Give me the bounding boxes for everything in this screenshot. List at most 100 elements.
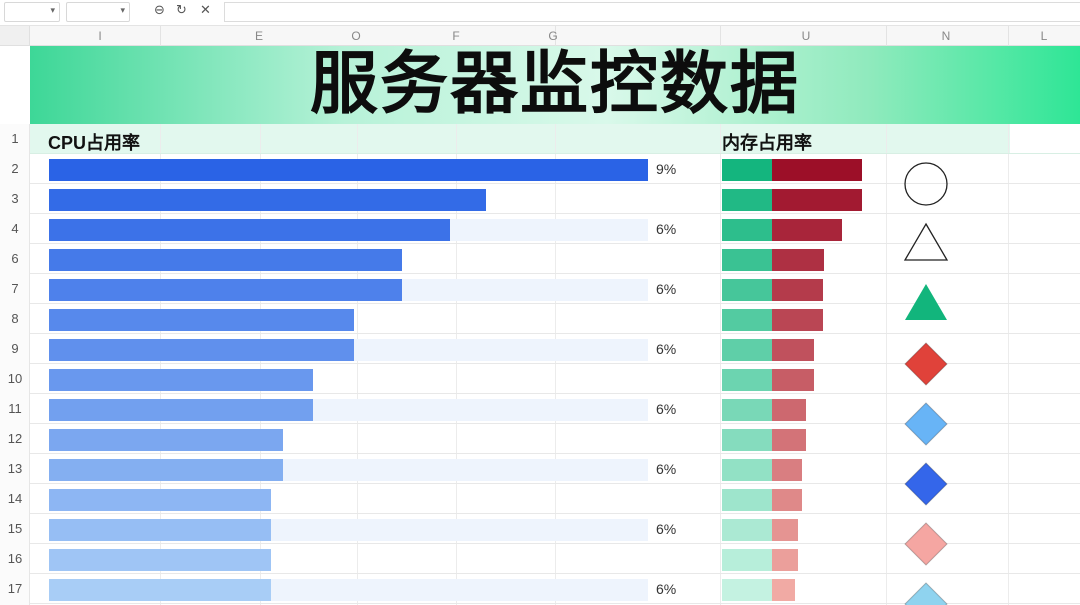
row-number[interactable]: 1	[11, 131, 19, 146]
cpu-bar	[49, 339, 354, 361]
cpu-bar	[49, 519, 271, 541]
memory-bar-green	[722, 219, 772, 241]
header-row: CPU占用率 内存占用率	[30, 124, 1010, 154]
grid-line	[30, 333, 1080, 334]
row-number[interactable]: 8	[11, 311, 19, 326]
row-number[interactable]: 3	[11, 191, 19, 206]
grid-line	[30, 513, 1080, 514]
chevron-down-icon: ▾	[120, 6, 125, 16]
cpu-percent-label: 9%	[656, 161, 677, 177]
cpu-bar	[49, 369, 313, 391]
redo-icon[interactable]: ↻	[176, 3, 187, 18]
row-number[interactable]: 10	[7, 371, 23, 386]
memory-bar-green	[722, 189, 772, 211]
row-number[interactable]: 6	[11, 251, 19, 266]
cpu-header-label: CPU占用率	[48, 133, 141, 153]
title-banner: 服务器监控数据	[30, 46, 1080, 124]
cpu-bar	[49, 189, 486, 211]
row-number[interactable]: 11	[8, 401, 22, 416]
memory-bar-green	[722, 429, 772, 451]
close-icon[interactable]: ✕	[200, 3, 211, 18]
grid-line	[260, 124, 261, 605]
memory-bar-green	[722, 579, 772, 601]
grid-line	[720, 124, 721, 605]
grid-line	[30, 363, 1080, 364]
cpu-bar	[49, 309, 354, 331]
cpu-percent-label: 6%	[656, 521, 677, 537]
column-label[interactable]: F	[452, 29, 460, 43]
row-numbers: 1 2 3 4 6 7 8 9 10 11 12 13 14 15 16 17	[0, 124, 30, 605]
grid-line	[30, 243, 1080, 244]
font-name-dropdown[interactable]: ▾	[4, 2, 60, 22]
grid-line	[555, 124, 556, 605]
undo-icon[interactable]: ⊖	[154, 3, 165, 18]
triangle-green-icon	[905, 284, 947, 320]
row-number[interactable]: 4	[11, 221, 19, 236]
cpu-bar	[49, 399, 313, 421]
row-number[interactable]: 2	[11, 161, 19, 176]
grid-line	[30, 603, 1080, 604]
row-number[interactable]: 7	[11, 281, 19, 296]
cpu-percent-label: 6%	[656, 581, 677, 597]
memory-bar-green	[722, 519, 772, 541]
diamond-lightblue-icon	[904, 402, 948, 446]
toolbar: ▾ ▾ ⊖ ↻ ✕	[0, 0, 1080, 26]
cpu-percent-label: 6%	[656, 221, 677, 237]
row-number[interactable]: 17	[7, 581, 23, 596]
column-label[interactable]: L	[1040, 29, 1048, 43]
memory-bar-red	[772, 309, 823, 331]
cpu-bar	[49, 429, 283, 451]
chevron-down-icon: ▾	[50, 6, 55, 16]
grid-line	[30, 543, 1080, 544]
diamond-blue-icon	[904, 462, 948, 506]
font-size-dropdown[interactable]: ▾	[66, 2, 130, 22]
memory-bar-green	[722, 399, 772, 421]
grid-line	[30, 393, 1080, 394]
circle-outline-icon	[904, 162, 948, 206]
diamond-pink-icon	[904, 522, 948, 566]
memory-bar-red	[772, 549, 798, 571]
memory-bar-red	[772, 249, 824, 271]
grid-line	[886, 124, 887, 605]
memory-bar-red	[772, 189, 862, 211]
grid-line	[30, 483, 1080, 484]
grid-line	[30, 423, 1080, 424]
cpu-percent-label: 6%	[656, 401, 677, 417]
grid-line	[160, 124, 161, 605]
row-number[interactable]: 13	[7, 461, 23, 476]
column-label[interactable]: I	[98, 29, 102, 43]
cpu-bar	[49, 549, 271, 571]
memory-bar-red	[772, 279, 823, 301]
row-number[interactable]: 14	[7, 491, 23, 506]
memory-bar-red	[772, 219, 842, 241]
memory-bar-green	[722, 309, 772, 331]
memory-bar-green	[722, 159, 772, 181]
column-label[interactable]: U	[801, 29, 811, 43]
diamond-red-icon	[904, 342, 948, 386]
grid-line	[30, 453, 1080, 454]
memory-bar-red	[772, 429, 806, 451]
row-number[interactable]: 9	[11, 341, 19, 356]
grid-line	[1008, 124, 1009, 605]
select-all-corner[interactable]	[0, 26, 30, 46]
cpu-bar	[49, 219, 450, 241]
memory-bar-green	[722, 459, 772, 481]
row-number[interactable]: 15	[7, 521, 23, 536]
memory-bar-red	[772, 579, 795, 601]
formula-bar[interactable]	[224, 2, 1080, 22]
column-label[interactable]: G	[548, 29, 558, 43]
grid-line	[30, 573, 1080, 574]
cpu-bar	[49, 249, 402, 271]
memory-bar-green	[722, 339, 772, 361]
row-number[interactable]: 16	[7, 551, 23, 566]
sheet-title: 服务器监控数据	[309, 45, 800, 124]
column-label[interactable]: N	[941, 29, 951, 43]
diamond-cyan-icon	[904, 582, 948, 605]
cpu-bar	[49, 279, 402, 301]
row-number[interactable]: 12	[7, 431, 23, 446]
grid-line	[30, 273, 1080, 274]
column-label[interactable]: E	[254, 29, 264, 43]
grid-line	[30, 303, 1080, 304]
cpu-bar	[49, 489, 271, 511]
column-label[interactable]: O	[351, 29, 361, 43]
